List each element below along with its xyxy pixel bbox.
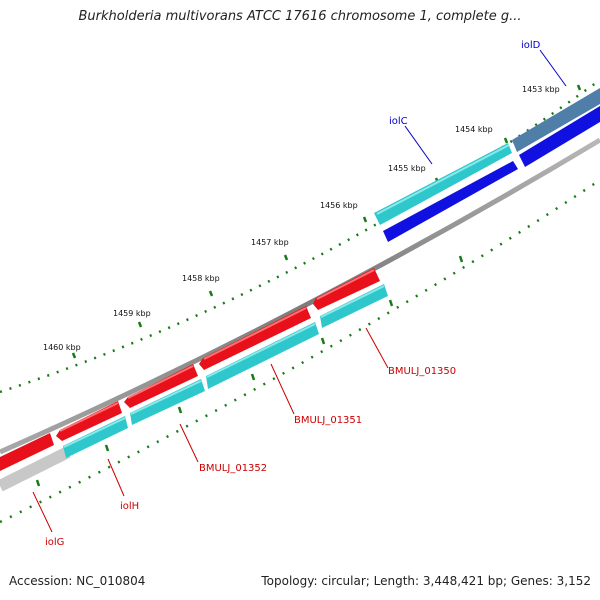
gene-iolC-forward[interactable] bbox=[374, 143, 512, 225]
gene-label-BMULJ_01351[interactable]: BMULJ_01351 bbox=[294, 415, 362, 426]
tick-label: 1453 kbp bbox=[522, 85, 560, 94]
tick-label: 1456 kbp bbox=[320, 201, 358, 210]
major-ticks bbox=[35, 84, 582, 487]
tick-label: 1454 kbp bbox=[455, 125, 493, 134]
inner-tick-ring bbox=[0, 178, 600, 524]
gene-iolH-reverse[interactable] bbox=[56, 401, 122, 441]
tick-labels: 1453 kbp 1454 kbp 1455 kbp 1456 kbp 1457… bbox=[43, 85, 560, 352]
gene-label-BMULJ_01352[interactable]: BMULJ_01352 bbox=[199, 463, 267, 474]
gene-iolG-reverse[interactable] bbox=[0, 433, 54, 471]
gene-BMULJ_01351-reverse[interactable] bbox=[199, 306, 311, 370]
gene-BMULJ_01351-forward[interactable] bbox=[206, 322, 319, 389]
gene-label-iolG[interactable]: iolG bbox=[45, 537, 64, 548]
map-title: Burkholderia multivorans ATCC 17616 chro… bbox=[78, 9, 522, 24]
tick-label: 1460 kbp bbox=[43, 343, 81, 352]
gene-label-BMULJ_01350[interactable]: BMULJ_01350 bbox=[388, 366, 456, 377]
gene-iolH-forward[interactable] bbox=[63, 416, 128, 458]
gene-BMULJ_01352-forward[interactable] bbox=[130, 379, 205, 425]
gene-iolC-reverse[interactable] bbox=[383, 161, 518, 242]
gene-BMULJ_01352-reverse[interactable] bbox=[124, 364, 198, 408]
tick-label: 1455 kbp bbox=[388, 164, 426, 173]
gene-iolD-forward[interactable] bbox=[512, 88, 600, 152]
gene-BMULJ_01350-forward[interactable] bbox=[320, 284, 388, 328]
gene-label-iolD[interactable]: iolD bbox=[521, 40, 541, 51]
outer-tick-ring bbox=[0, 78, 600, 394]
summary-text: Topology: circular; Length: 3,448,421 bp… bbox=[261, 574, 591, 588]
tick-label: 1457 kbp bbox=[251, 238, 289, 247]
chromosome-backbone bbox=[0, 137, 600, 492]
gene-label-iolC[interactable]: iolC bbox=[389, 116, 408, 127]
gene-labels: iolD iolC BMULJ_01350 BMULJ_01351 BMULJ_… bbox=[45, 40, 541, 548]
gene-label-iolH[interactable]: iolH bbox=[120, 501, 139, 512]
gene-BMULJ_01350-reverse[interactable] bbox=[313, 268, 380, 310]
gene-iolD-reverse[interactable] bbox=[519, 106, 600, 167]
tick-label: 1459 kbp bbox=[113, 309, 151, 318]
tick-label: 1458 kbp bbox=[182, 274, 220, 283]
label-leaders bbox=[32, 49, 567, 533]
accession-text: Accession: NC_010804 bbox=[9, 574, 146, 588]
